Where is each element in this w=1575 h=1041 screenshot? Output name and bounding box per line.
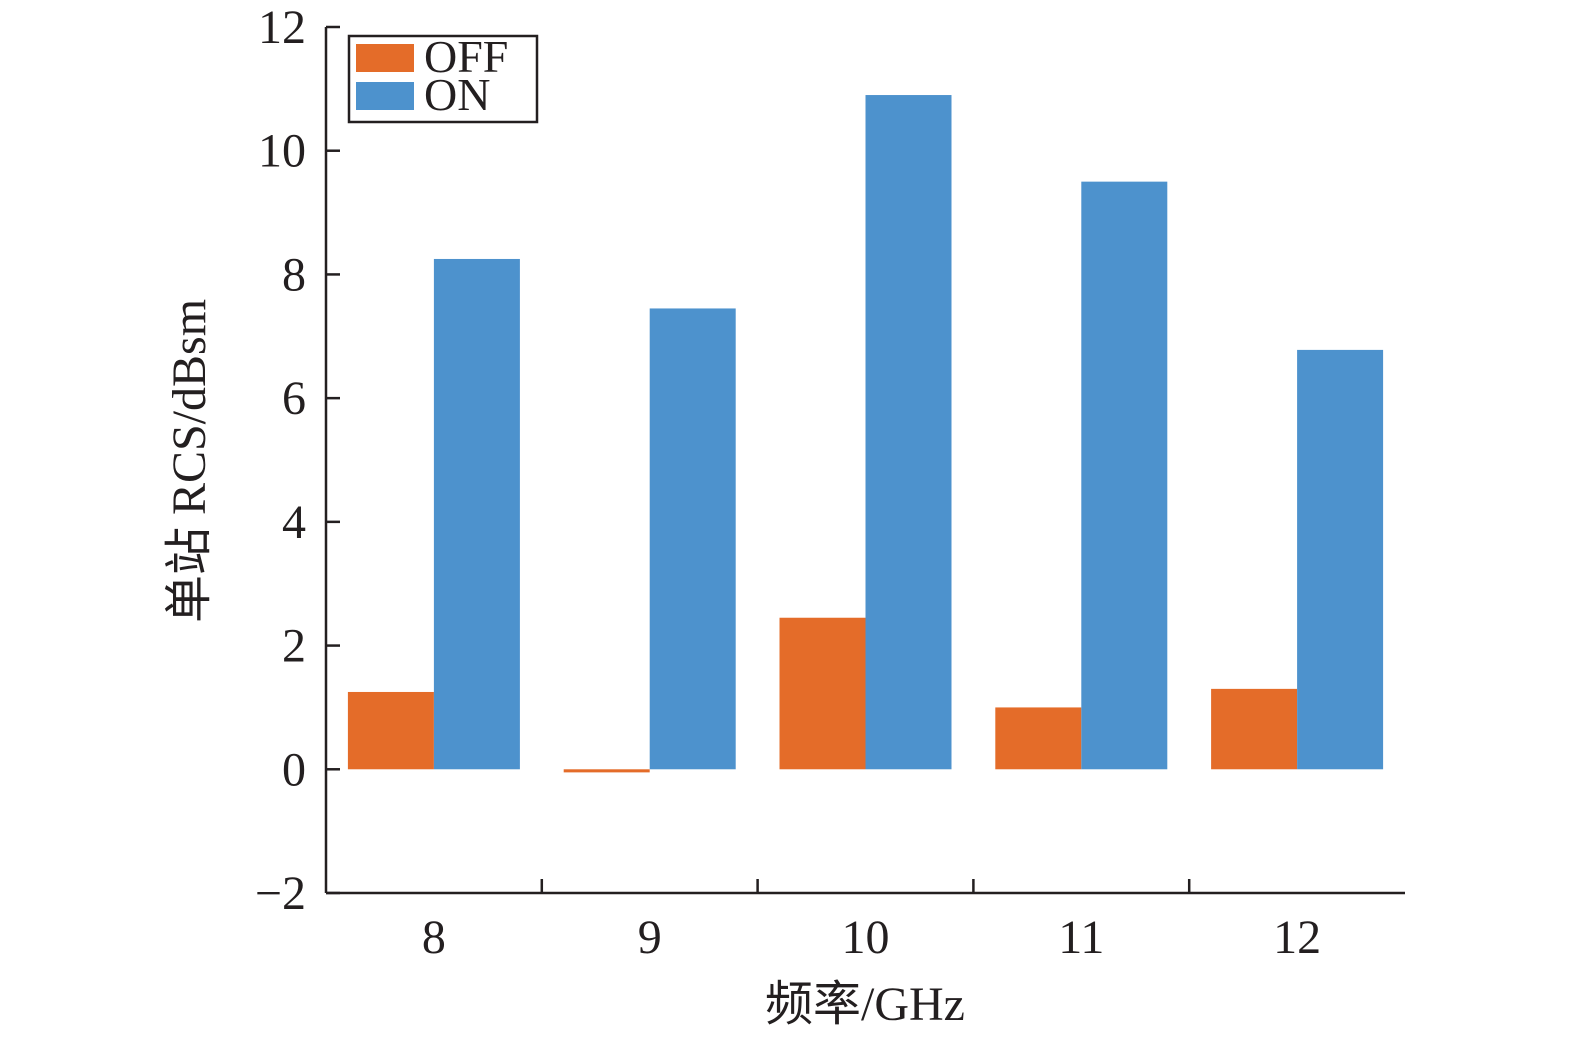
bar-off-8 bbox=[347, 691, 434, 770]
bar-on-10 bbox=[865, 95, 952, 770]
x-tick-label: 8 bbox=[422, 911, 446, 964]
legend-swatch-on bbox=[356, 82, 414, 110]
bar-on-11 bbox=[1081, 181, 1168, 770]
legend-label-on: ON bbox=[424, 69, 490, 120]
x-tick-label: 9 bbox=[638, 911, 662, 964]
y-tick-label: 2 bbox=[282, 620, 306, 673]
x-ticks-group: 8 9 10 11 12 bbox=[422, 879, 1321, 964]
y-tick-label: 4 bbox=[282, 496, 306, 549]
y-tick-label: 10 bbox=[258, 125, 306, 178]
legend-label-off: OFF bbox=[424, 31, 508, 82]
bar-off-9 bbox=[563, 769, 650, 773]
bars-group bbox=[347, 95, 1384, 773]
x-tick-label: 12 bbox=[1273, 911, 1321, 964]
legend-swatch-off bbox=[356, 44, 414, 72]
bar-off-11 bbox=[995, 707, 1082, 770]
bar-on-9 bbox=[649, 308, 736, 770]
y-ticks-group: −2 0 2 4 6 8 10 12 bbox=[255, 1, 340, 920]
bar-off-12 bbox=[1211, 688, 1298, 770]
x-tick-label: 11 bbox=[1058, 911, 1104, 964]
y-tick-label: 0 bbox=[282, 743, 306, 796]
x-axis-label: 频率/GHz bbox=[765, 978, 965, 1031]
y-axis-label: 单站 RCS/dBsm bbox=[163, 299, 216, 623]
y-tick-label: 6 bbox=[282, 372, 306, 425]
bar-on-8 bbox=[433, 258, 520, 770]
y-tick-label: −2 bbox=[255, 867, 306, 920]
bar-off-10 bbox=[779, 617, 866, 770]
axes-group bbox=[324, 27, 1405, 895]
y-tick-label: 8 bbox=[282, 248, 306, 301]
y-tick-label: 12 bbox=[258, 1, 306, 54]
x-tick-label: 10 bbox=[842, 911, 890, 964]
bar-on-12 bbox=[1297, 349, 1384, 770]
